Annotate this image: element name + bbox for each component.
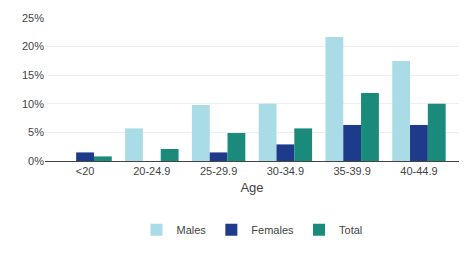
svg-text:40-44.9: 40-44.9 bbox=[400, 165, 437, 177]
svg-text:25-29.9: 25-29.9 bbox=[200, 165, 237, 177]
svg-text:30-34.9: 30-34.9 bbox=[267, 165, 304, 177]
svg-text:20-24.9: 20-24.9 bbox=[133, 165, 170, 177]
svg-text:Males: Males bbox=[177, 224, 207, 236]
svg-text:<20: <20 bbox=[76, 165, 95, 177]
svg-text:10%: 10% bbox=[22, 98, 44, 110]
svg-text:25%: 25% bbox=[22, 12, 44, 24]
svg-text:Total: Total bbox=[339, 224, 362, 236]
svg-text:Females: Females bbox=[251, 224, 294, 236]
svg-text:5%: 5% bbox=[28, 126, 44, 138]
svg-text:35-39.9: 35-39.9 bbox=[334, 165, 371, 177]
svg-text:0%: 0% bbox=[28, 155, 44, 167]
svg-text:20%: 20% bbox=[22, 40, 44, 52]
svg-text:Age: Age bbox=[240, 180, 263, 195]
svg-text:15%: 15% bbox=[22, 69, 44, 81]
